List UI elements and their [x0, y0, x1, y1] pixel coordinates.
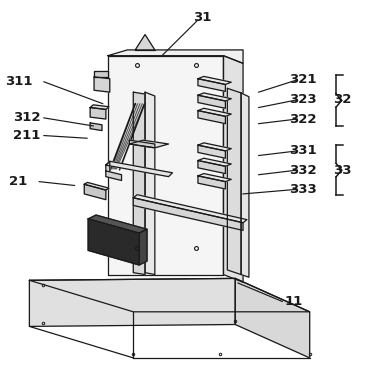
Polygon shape — [198, 145, 225, 158]
Polygon shape — [198, 174, 231, 182]
Polygon shape — [129, 140, 155, 148]
Polygon shape — [235, 278, 310, 358]
Polygon shape — [198, 93, 231, 101]
Polygon shape — [223, 56, 243, 282]
Polygon shape — [198, 108, 231, 116]
Polygon shape — [106, 161, 110, 175]
Polygon shape — [198, 76, 231, 84]
Polygon shape — [106, 171, 122, 180]
Polygon shape — [88, 219, 139, 265]
Text: 323: 323 — [289, 93, 316, 106]
Polygon shape — [198, 95, 225, 108]
Text: 32: 32 — [333, 93, 351, 106]
Text: 31: 31 — [193, 11, 211, 24]
Polygon shape — [90, 105, 109, 109]
Polygon shape — [88, 215, 147, 233]
Polygon shape — [198, 79, 225, 91]
Polygon shape — [133, 92, 145, 275]
Polygon shape — [108, 50, 243, 63]
Polygon shape — [108, 56, 223, 275]
Text: 333: 333 — [289, 183, 316, 196]
Polygon shape — [133, 195, 247, 223]
Polygon shape — [135, 35, 155, 50]
Polygon shape — [84, 182, 109, 190]
Polygon shape — [241, 93, 249, 277]
Polygon shape — [94, 71, 108, 77]
Text: 311: 311 — [5, 75, 33, 88]
Polygon shape — [29, 278, 310, 312]
Text: 322: 322 — [289, 113, 316, 126]
Polygon shape — [129, 140, 169, 148]
Polygon shape — [29, 278, 235, 326]
Text: 211: 211 — [13, 129, 40, 142]
Text: 331: 331 — [289, 144, 316, 157]
Text: 33: 33 — [332, 164, 351, 177]
Polygon shape — [145, 92, 155, 275]
Text: 332: 332 — [289, 164, 316, 177]
Text: 21: 21 — [9, 175, 27, 188]
Text: 321: 321 — [289, 73, 316, 86]
Polygon shape — [198, 143, 231, 151]
Polygon shape — [90, 123, 102, 131]
Polygon shape — [133, 198, 243, 230]
Polygon shape — [90, 108, 106, 119]
Polygon shape — [198, 111, 225, 124]
Polygon shape — [94, 77, 110, 92]
Text: 11: 11 — [284, 295, 302, 308]
Polygon shape — [198, 161, 225, 174]
Polygon shape — [227, 88, 241, 275]
Polygon shape — [106, 161, 172, 177]
Polygon shape — [139, 229, 147, 265]
Polygon shape — [84, 184, 106, 200]
Polygon shape — [198, 176, 225, 189]
Polygon shape — [198, 158, 231, 166]
Text: 312: 312 — [13, 111, 40, 124]
